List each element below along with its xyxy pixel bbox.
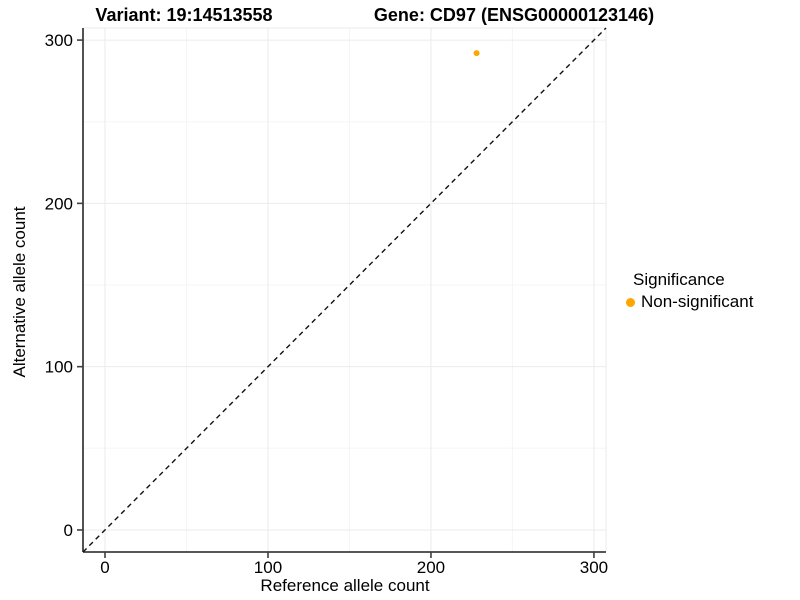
- legend-title: Significance: [633, 270, 725, 289]
- legend: Significance Non-significant: [626, 270, 753, 312]
- plot-title-gene: Gene: CD97 (ENSG00000123146): [373, 5, 655, 25]
- x-tick-label: 300: [580, 558, 608, 577]
- y-tick-label: 300: [45, 31, 73, 50]
- y-tick-label: 100: [45, 358, 73, 377]
- legend-point-icon: [626, 297, 635, 307]
- x-tick-label: 0: [100, 558, 109, 577]
- y-axis-title: Alternative allele count: [10, 206, 29, 378]
- legend-item-label: Non-significant: [641, 292, 754, 311]
- y-tick-label: 0: [64, 521, 73, 540]
- data-point: [473, 50, 480, 57]
- legend-item-non-significant: Non-significant: [626, 292, 753, 312]
- identity-line: [82, 27, 607, 553]
- x-axis-title: Reference allele count: [260, 576, 430, 595]
- x-tick-label: 100: [254, 558, 282, 577]
- y-tick-label: 200: [45, 194, 73, 213]
- plot-title-variant: Variant: 19:14513558: [95, 5, 273, 25]
- x-tick-label: 200: [417, 558, 445, 577]
